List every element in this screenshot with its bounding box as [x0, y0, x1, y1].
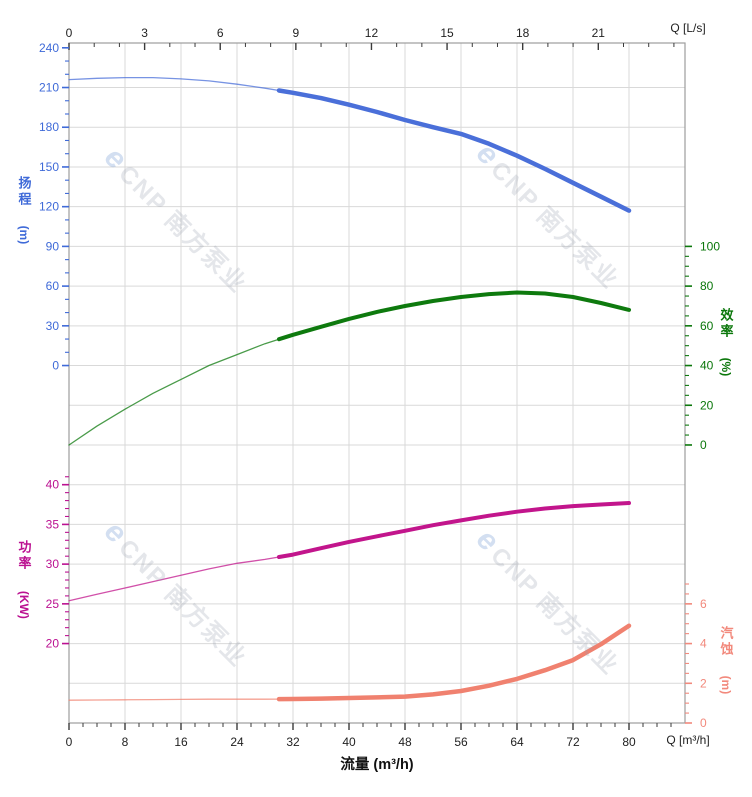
power-axis-tick-label: 40 — [46, 478, 60, 492]
power-axis-tick-label: 20 — [46, 637, 60, 651]
bottom-axis-tick-label: 24 — [230, 735, 244, 749]
bottom-axis-unit-label: Q [m³/h] — [666, 733, 710, 747]
top-axis-tick-label: 3 — [141, 26, 148, 40]
power-axis-tick-label: 30 — [46, 557, 60, 571]
power-axis-tick-label: 35 — [46, 517, 60, 531]
eff-axis-tick-label: 40 — [700, 359, 714, 373]
top-axis-tick-label: 9 — [292, 26, 299, 40]
bottom-axis-tick-label: 0 — [66, 735, 73, 749]
head-axis-tick-label: 180 — [39, 120, 59, 134]
npsh-axis-tick-label: 4 — [700, 637, 707, 651]
bottom-axis-tick-label: 80 — [622, 735, 636, 749]
head-axis-tick-label: 150 — [39, 160, 59, 174]
bottom-axis-tick-label: 16 — [174, 735, 188, 749]
curve-power-thin — [68, 556, 280, 602]
npsh-axis-tick-label: 0 — [700, 716, 707, 730]
head-axis-tick-label: 210 — [39, 81, 59, 95]
power-axis-name: 功率 — [16, 540, 32, 572]
y-axis-title-power: 功率 (KW) — [10, 540, 36, 631]
top-axis-tick-label: 18 — [516, 26, 530, 40]
head-axis-tick-label: 90 — [46, 239, 60, 253]
head-axis-tick-label: 60 — [46, 279, 60, 293]
top-axis-tick-label: 0 — [66, 26, 73, 40]
npsh-axis-unit: (m) — [718, 675, 733, 695]
npsh-axis-name: 汽蚀 — [718, 626, 734, 658]
curve-head-thin — [68, 76, 280, 92]
bottom-axis-tick-label: 56 — [454, 735, 468, 749]
eff-axis-tick-label: 0 — [700, 438, 707, 452]
x-axis-title: 流量 (m³/h) — [340, 757, 414, 773]
plot-frame — [68, 42, 686, 724]
curve-eff-thin — [68, 338, 280, 446]
bottom-axis-tick-label: 8 — [122, 735, 129, 749]
eff-axis-tick-label: 100 — [700, 239, 720, 253]
bottom-axis-tick-label: 40 — [342, 735, 356, 749]
curve-head-rated — [276, 88, 632, 213]
top-axis-tick-label: 6 — [217, 26, 224, 40]
eff-axis-tick-label: 60 — [700, 319, 714, 333]
top-axis-tick-label: 12 — [365, 26, 379, 40]
top-axis-tick-label: 15 — [440, 26, 454, 40]
eff-axis-unit: (%) — [718, 357, 733, 377]
bottom-axis-tick-label: 64 — [510, 735, 524, 749]
top-axis-unit-label: Q [L/s] — [670, 21, 706, 35]
head-axis-tick-label: 30 — [46, 319, 60, 333]
curve-npsh-thin — [68, 698, 280, 701]
bottom-axis-tick-label: 48 — [398, 735, 412, 749]
head-axis-unit: (m) — [16, 225, 31, 245]
head-axis-tick-label: 240 — [39, 41, 59, 55]
npsh-axis-tick-label: 2 — [700, 676, 707, 690]
curve-npsh-rated — [276, 623, 632, 702]
y-axis-title-eff: 效率 (%) — [712, 308, 738, 387]
y-axis-title-head: 扬程 (m) — [10, 176, 36, 255]
y-axis-title-npsh: 汽蚀 (m) — [712, 626, 738, 705]
curve-power-rated — [277, 501, 631, 559]
bottom-axis-tick-label: 72 — [566, 735, 580, 749]
curve-eff-rated — [277, 290, 631, 342]
bottom-axis-tick-label: 32 — [286, 735, 300, 749]
eff-axis-name: 效率 — [718, 308, 734, 340]
eff-axis-tick-label: 20 — [700, 398, 714, 412]
npsh-axis-tick-label: 6 — [700, 597, 707, 611]
power-axis-tick-label: 25 — [46, 597, 60, 611]
head-axis-name: 扬程 — [16, 176, 32, 208]
head-axis-tick-label: 0 — [52, 359, 59, 373]
eff-axis-tick-label: 80 — [700, 279, 714, 293]
top-axis-tick-label: 21 — [592, 26, 606, 40]
head-axis-tick-label: 120 — [39, 200, 59, 214]
power-axis-unit: (KW) — [16, 591, 31, 619]
